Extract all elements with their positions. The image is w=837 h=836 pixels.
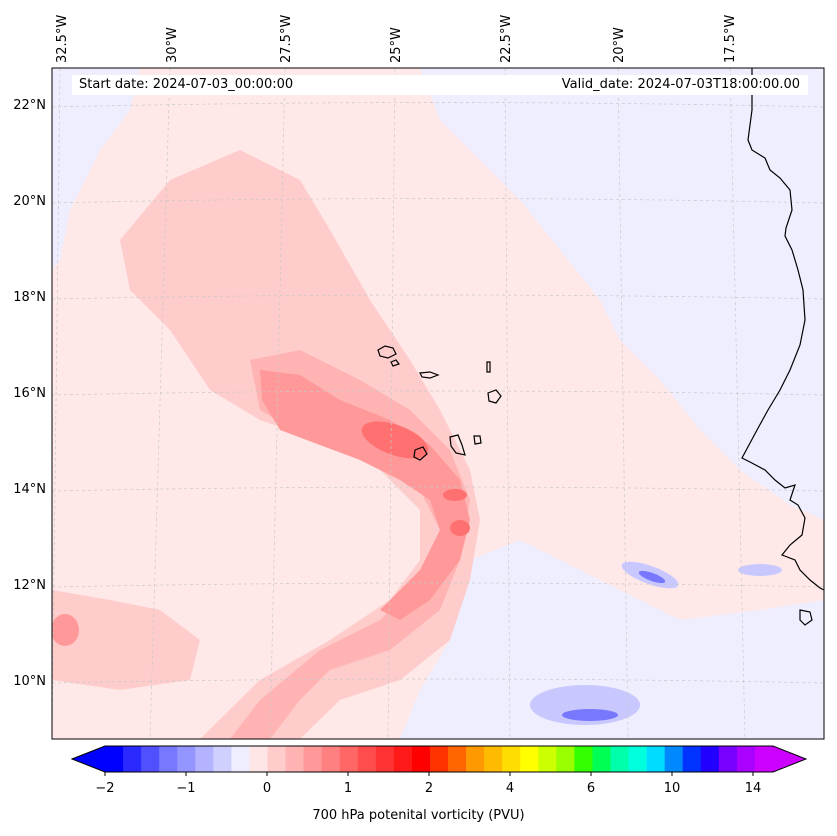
lat-label-12n: 12°N xyxy=(13,578,46,593)
cape-verde-sao-nicolau xyxy=(419,371,440,379)
colorbar-segment xyxy=(375,746,395,772)
pv-negative-core-4 xyxy=(738,564,782,576)
pv-field xyxy=(52,68,824,739)
lon-label-17-5w: 17.5°W xyxy=(723,14,738,63)
pv-positive-band-3 xyxy=(260,370,470,620)
colorbar-segment xyxy=(195,746,214,772)
colorbar-over-arrow xyxy=(773,746,806,772)
colorbar-segment xyxy=(303,746,323,772)
colorbar-segment xyxy=(754,746,774,772)
lon-label-22-5w: 22.5°W xyxy=(499,14,514,63)
colorbar-segment xyxy=(267,746,287,772)
colorbar-segment xyxy=(628,746,648,772)
colorbar-tick-label: 4 xyxy=(505,781,515,796)
valid-date-label: Valid_date: 2024-07-03T18:00:00.00 xyxy=(561,77,800,92)
colorbar-tick-label: 1 xyxy=(343,781,353,796)
colorbar-segment xyxy=(556,746,575,772)
colorbar-segment xyxy=(538,746,557,772)
colorbar-segment xyxy=(339,746,359,772)
colorbar-segment xyxy=(411,746,431,772)
colorbar-segment xyxy=(484,746,503,772)
colorbar-segment xyxy=(592,746,612,772)
colorbar-under-arrow xyxy=(72,746,105,772)
pv-west-core xyxy=(52,614,79,646)
colorbar-tick-label: 10 xyxy=(663,781,681,796)
africa-coast xyxy=(741,68,824,591)
bijagos-islands xyxy=(799,609,813,626)
colorbar-segment xyxy=(718,746,738,772)
lon-label-32-5w: 32.5°W xyxy=(55,14,70,63)
colorbar-segment xyxy=(502,746,521,772)
pv-low-region-south xyxy=(400,540,824,739)
cape-verde-fogo xyxy=(413,446,428,461)
colorbar-segment xyxy=(141,746,160,772)
cape-verde-maio xyxy=(473,435,482,445)
cape-verde-sal xyxy=(486,361,491,373)
colorbar xyxy=(70,745,808,776)
pv-low-region-north xyxy=(420,68,824,520)
pv-max-core-2 xyxy=(443,489,467,501)
pv-negative-core-1b xyxy=(638,570,666,584)
colorbar-tick-label: 6 xyxy=(586,781,596,796)
colorbar-tick-label: 2 xyxy=(424,781,434,796)
colorbar-segment xyxy=(249,746,268,772)
colorbar-tick-label: −1 xyxy=(176,781,196,796)
pv-max-core xyxy=(361,421,429,459)
lat-label-10n: 10°N xyxy=(13,674,46,689)
colorbar-segment xyxy=(123,746,142,772)
lon-label-30w: 30°W xyxy=(165,27,180,63)
cape-verde-santo-antao xyxy=(377,345,397,359)
pv-max-core-3 xyxy=(450,520,470,536)
colorbar-segment xyxy=(213,746,232,772)
start-date-label: Start date: 2024-07-03_00:00:00 xyxy=(79,77,294,92)
colorbar-segment xyxy=(393,746,413,772)
colorbar-segment xyxy=(105,746,124,772)
colorbar-segment xyxy=(574,746,593,772)
colorbar-tick-label: −2 xyxy=(95,781,115,796)
pv-positive-band-west xyxy=(52,590,200,690)
lat-label-16n: 16°N xyxy=(13,386,46,401)
colorbar-segment xyxy=(285,746,305,772)
lon-label-20w: 20°W xyxy=(612,27,627,63)
pv-positive-band xyxy=(120,150,480,739)
colorbar-segment xyxy=(466,746,485,772)
cape-verde-sao-vicente xyxy=(390,359,400,367)
lon-label-27-5w: 27.5°W xyxy=(279,14,294,63)
colorbar-segment xyxy=(736,746,756,772)
colorbar-segment xyxy=(664,746,684,772)
cape-verde-santiago xyxy=(449,434,466,456)
coastlines xyxy=(377,68,824,626)
pv-negative-core-3b xyxy=(562,709,618,721)
lat-label-22n: 22°N xyxy=(13,98,46,113)
lon-label-25w: 25°W xyxy=(389,27,404,63)
colorbar-segment xyxy=(357,746,377,772)
colorbar-tick-label: 0 xyxy=(262,781,272,796)
colorbar-segment xyxy=(646,746,666,772)
colorbar-segment xyxy=(231,746,250,772)
colorbar-segment xyxy=(682,746,702,772)
colorbar-segment xyxy=(448,746,467,772)
date-annotation-box: Start date: 2024-07-03_00:00:00 Valid_da… xyxy=(72,75,808,95)
lat-label-18n: 18°N xyxy=(13,290,46,305)
colorbar-segment xyxy=(520,746,539,772)
pv-low-region-northwest xyxy=(52,68,140,270)
colorbar-segment xyxy=(321,746,341,772)
lat-label-20n: 20°N xyxy=(13,194,46,209)
colorbar-title: 700 hPa potenital vorticity (PVU) xyxy=(312,808,525,823)
colorbar-segment xyxy=(177,746,196,772)
map-frame xyxy=(51,67,825,740)
graticule xyxy=(52,68,824,739)
colorbar-segment xyxy=(429,746,449,772)
colorbar-segment xyxy=(610,746,630,772)
colorbar-tick-label: 14 xyxy=(744,781,762,796)
cape-verde-boa-vista xyxy=(487,389,502,404)
lat-label-14n: 14°N xyxy=(13,482,46,497)
colorbar-segment xyxy=(159,746,178,772)
colorbar-segment xyxy=(700,746,720,772)
